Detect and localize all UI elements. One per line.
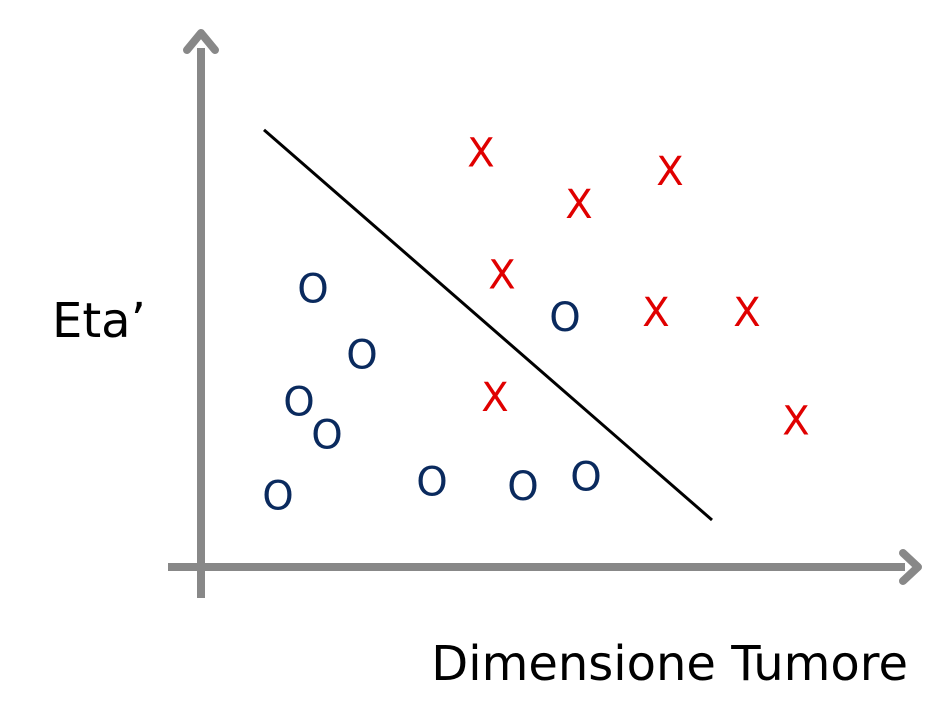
x-marker-point: X	[733, 290, 760, 336]
x-marker-point: X	[782, 398, 809, 444]
x-axis-arrow-icon	[899, 549, 922, 585]
o-marker-point: O	[570, 455, 601, 501]
o-marker-point: O	[311, 412, 342, 458]
x-marker-point: X	[467, 130, 494, 176]
x-axis-label: Dimensione Tumore	[431, 636, 908, 692]
o-marker-point: O	[262, 474, 293, 520]
x-marker-point: X	[642, 290, 669, 336]
o-marker-point: O	[507, 464, 538, 510]
y-axis-label: Eta’	[52, 293, 146, 349]
x-marker-point: X	[481, 375, 508, 421]
decision-boundary-line	[263, 128, 713, 522]
o-marker-point: O	[283, 380, 314, 426]
o-marker-point: O	[297, 267, 328, 313]
o-marker-point: O	[416, 459, 447, 505]
o-marker-point: O	[346, 333, 377, 379]
x-marker-point: X	[656, 149, 683, 195]
x-marker-point: X	[488, 253, 515, 299]
x-marker-point: X	[565, 182, 592, 228]
y-axis-arrow-icon	[183, 29, 219, 54]
o-marker-point: O	[549, 295, 580, 341]
